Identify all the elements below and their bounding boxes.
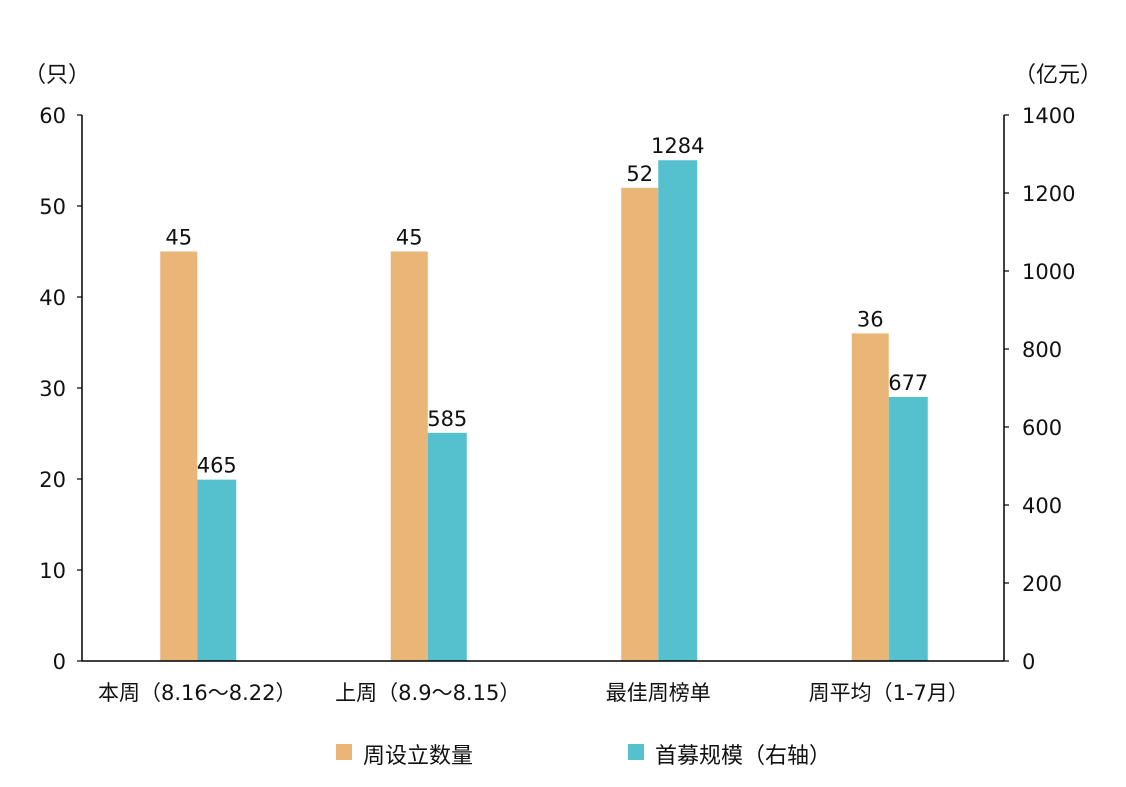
data-label: 45 bbox=[396, 226, 423, 250]
bar-count bbox=[160, 251, 198, 661]
data-label: 45 bbox=[165, 226, 192, 250]
right-tick-label: 1200 bbox=[1022, 182, 1075, 206]
data-label: 52 bbox=[626, 162, 653, 186]
right-axis-unit-label: （亿元） bbox=[1014, 63, 1102, 88]
right-tick-label: 800 bbox=[1022, 338, 1062, 362]
right-tick-label: 1400 bbox=[1022, 104, 1075, 128]
category-label: 本周（8.16～8.22） bbox=[98, 681, 297, 705]
legend-swatch bbox=[336, 744, 352, 760]
legend-label: 首募规模（右轴） bbox=[655, 744, 831, 769]
bar-scale bbox=[658, 160, 698, 662]
left-tick-label: 0 bbox=[53, 650, 66, 674]
right-tick-label: 0 bbox=[1022, 650, 1035, 674]
bar-count bbox=[390, 251, 428, 661]
data-label: 1284 bbox=[651, 134, 704, 158]
bar-scale bbox=[197, 479, 237, 661]
category-label: 周平均（1-7月） bbox=[809, 681, 969, 705]
bar-count bbox=[621, 187, 659, 662]
right-tick-label: 400 bbox=[1022, 494, 1062, 518]
legend-label: 周设立数量 bbox=[363, 744, 473, 769]
left-tick-label: 50 bbox=[39, 195, 66, 219]
left-tick-label: 60 bbox=[39, 104, 66, 128]
left-tick-label: 20 bbox=[39, 468, 66, 492]
bar-scale bbox=[888, 396, 928, 661]
data-label: 465 bbox=[197, 454, 237, 478]
right-tick-label: 600 bbox=[1022, 416, 1062, 440]
legend: 周设立数量 首募规模（右轴） bbox=[336, 744, 831, 769]
data-label: 585 bbox=[427, 407, 467, 431]
bar-scale bbox=[427, 432, 467, 661]
plot-area: 0102030405060020040060080010001200140045… bbox=[39, 104, 1075, 705]
left-axis-unit-label: （只） bbox=[24, 63, 90, 88]
data-label: 36 bbox=[857, 307, 884, 331]
category-label: 最佳周榜单 bbox=[606, 681, 711, 705]
legend-swatch bbox=[628, 744, 644, 760]
category-label: 上周（8.9～8.15） bbox=[335, 681, 520, 705]
left-tick-label: 40 bbox=[39, 286, 66, 310]
right-tick-label: 200 bbox=[1022, 572, 1062, 596]
data-label: 677 bbox=[888, 371, 928, 395]
left-tick-label: 10 bbox=[39, 559, 66, 583]
left-tick-label: 30 bbox=[39, 377, 66, 401]
right-tick-label: 1000 bbox=[1022, 260, 1075, 284]
bar-count bbox=[851, 333, 889, 661]
